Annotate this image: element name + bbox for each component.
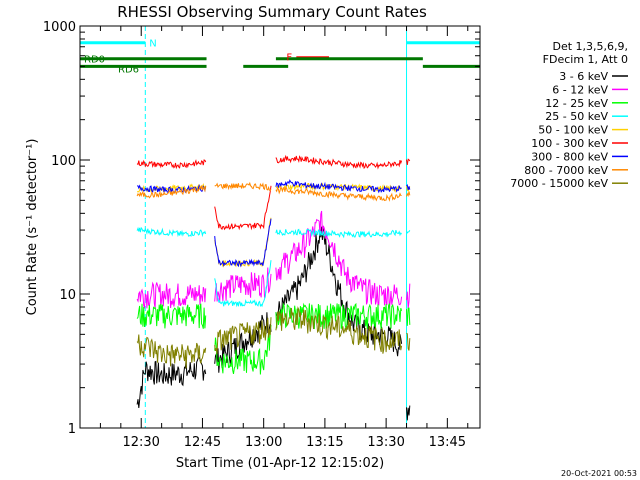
series-7-line xyxy=(136,181,411,202)
legend-entry-label: 100 - 300 keV xyxy=(531,137,608,150)
y-tick-label: 1 xyxy=(68,422,76,437)
rd6-label: RD6 xyxy=(118,65,139,76)
legend-entry-label: 300 - 800 keV xyxy=(531,150,608,163)
series-5-line xyxy=(136,154,411,231)
chart-title: RHESSI Observing Summary Count Rates xyxy=(117,3,427,21)
legend-header-line-1: Det 1,3,5,6,9, xyxy=(552,40,628,53)
series-8-line xyxy=(136,306,411,369)
legend-entry-label: 3 - 6 keV xyxy=(559,70,608,83)
legend-entry-label: 800 - 7000 keV xyxy=(524,164,608,177)
series-6-line xyxy=(137,179,411,268)
series-0-line xyxy=(136,226,411,421)
legend-header-line-2: FDecim 1, Att 0 xyxy=(543,53,628,66)
legend-entry-label: 6 - 12 keV xyxy=(552,83,608,96)
series-3-line xyxy=(136,226,411,308)
legend-entry-label: 7000 - 15000 keV xyxy=(510,177,608,190)
series-1-line xyxy=(136,210,411,309)
x-axis-label: Start Time (01-Apr-12 12:15:02) xyxy=(176,456,384,471)
x-tick-label: 13:30 xyxy=(367,435,404,450)
plot-frame xyxy=(79,25,481,429)
series-2-line xyxy=(136,302,411,375)
x-tick-label: 12:45 xyxy=(184,435,221,450)
legend-entry-label: 25 - 50 keV xyxy=(545,110,608,123)
flare-label: F xyxy=(286,53,292,64)
x-tick-label: 13:15 xyxy=(306,435,343,450)
y-axis-label: Count Rate (s⁻¹ detector⁻¹) xyxy=(25,139,40,316)
y-tick-label: 10 xyxy=(59,288,76,303)
y-tick-label: 1000 xyxy=(43,20,76,35)
x-tick-label: 13:00 xyxy=(245,435,282,450)
plot-area: N F RD0 RD6 xyxy=(79,26,481,428)
legend-entry-label: 12 - 25 keV xyxy=(545,97,608,110)
rd0-label: RD0 xyxy=(84,54,105,65)
legend-entry-label: 50 - 100 keV xyxy=(538,124,608,137)
night-label: N xyxy=(149,39,156,50)
x-tick-label: 13:45 xyxy=(429,435,466,450)
x-tick-label: 12:30 xyxy=(122,435,159,450)
axes: 1 10 100 1000 12:30 12:45 13:00 13:15 13:30 13:45 xyxy=(43,20,480,450)
footer-timestamp: 20-Oct-2021 00:53 xyxy=(561,469,637,478)
y-tick-label: 100 xyxy=(51,154,76,169)
